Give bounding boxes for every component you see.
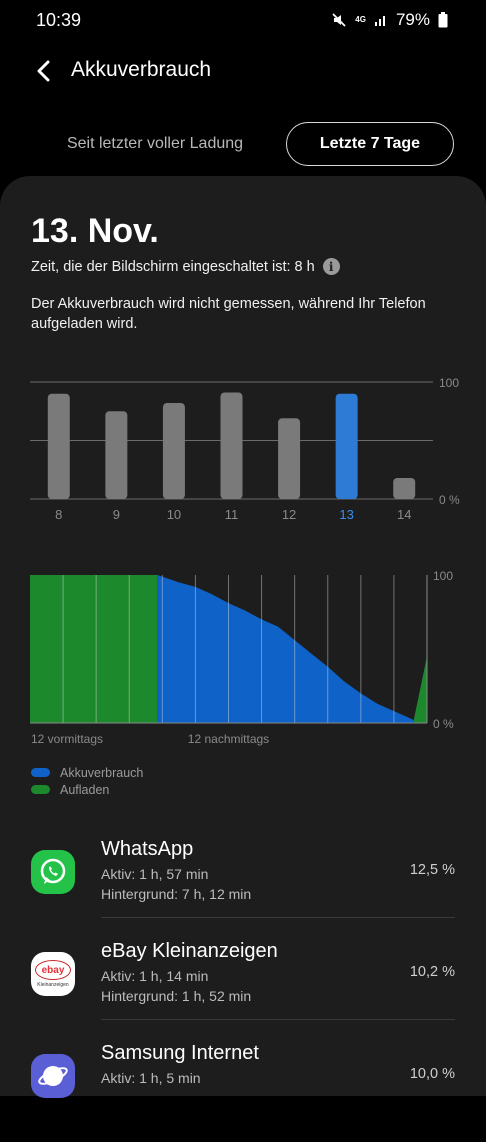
app-row-whatsapp[interactable]: WhatsApp Aktiv: 1 h, 57 min Hintergrund:… xyxy=(0,838,486,938)
page-title: Akkuverbrauch xyxy=(71,58,212,81)
bar-11 xyxy=(220,392,243,499)
app-background-time: Hintergrund: 1 h, 52 min xyxy=(101,988,252,1004)
app-active-time: Aktiv: 1 h, 57 min xyxy=(101,866,209,882)
bar-12 xyxy=(278,418,301,499)
screen-time-text: Zeit, die der Bildschirm eingeschaltet i… xyxy=(31,258,315,275)
ebay-icon-text: ebay xyxy=(41,964,65,976)
app-active-time: Aktiv: 1 h, 14 min xyxy=(101,968,209,984)
whatsapp-icon xyxy=(31,850,75,894)
charging-note: Der Akkuverbrauch wird nicht gemessen, w… xyxy=(31,296,426,332)
x-tick-label: 13 xyxy=(339,507,353,522)
x-tick-label: 14 xyxy=(397,507,411,522)
legend-label-usage: Akkuverbrauch xyxy=(60,765,144,780)
legend-swatch-charging xyxy=(31,785,50,794)
x-tick-label: 11 xyxy=(225,507,239,522)
status-bar: 10:39 4G 79% xyxy=(0,0,486,42)
status-time: 10:39 xyxy=(36,10,82,30)
x-tick-label: 12 vormittags xyxy=(31,732,103,746)
network-type-icon: 4G xyxy=(355,15,366,24)
x-tick-label: 12 nachmittags xyxy=(188,732,269,746)
info-icon[interactable]: i xyxy=(322,258,340,275)
legend-label-charging: Aufladen xyxy=(60,782,110,797)
range-tabs: Seit letzter voller Ladung Letzte 7 Tage xyxy=(0,122,486,168)
daily-battery-chart: 100 0 % 12 vormittags 12 nachmittags xyxy=(30,569,454,746)
weekly-usage-chart: 100 0 % 8 9 10 11 12 13 14 xyxy=(30,376,460,522)
app-row-samsung-internet[interactable]: Samsung Internet Aktiv: 1 h, 5 min 10,0 … xyxy=(0,1042,486,1142)
y-tick-label: 100 xyxy=(439,376,459,390)
battery-icon xyxy=(438,12,448,28)
app-background-time: Hintergrund: 7 h, 12 min xyxy=(101,886,252,902)
app-name: WhatsApp xyxy=(101,838,194,860)
app-bar: Akkuverbrauch xyxy=(0,44,486,100)
app-active-time: Aktiv: 1 h, 5 min xyxy=(101,1070,201,1086)
x-tick-label: 9 xyxy=(113,507,120,522)
mute-icon xyxy=(332,13,346,27)
area-usage xyxy=(157,575,414,723)
area-charging-end xyxy=(413,656,427,723)
list-divider xyxy=(101,1019,455,1020)
signal-icon xyxy=(374,16,385,26)
bar-9 xyxy=(105,411,128,499)
ebay-kleinanzeigen-icon: ebay Kleinanzeigen xyxy=(31,952,75,996)
bar-10 xyxy=(162,403,185,499)
area-charging xyxy=(30,575,158,723)
bar-13 xyxy=(335,393,358,499)
app-usage-percent: 12,5 % xyxy=(409,862,455,878)
app-usage-percent: 10,2 % xyxy=(409,964,455,980)
tab-since-last-charge[interactable]: Seit letzter voller Ladung xyxy=(66,135,244,152)
legend-swatch-usage xyxy=(31,768,50,777)
samsung-internet-icon xyxy=(31,1054,75,1098)
usage-card: 13. Nov. Zeit, die der Bildschirm einges… xyxy=(0,176,486,1098)
y-tick-label: 100 xyxy=(433,569,453,583)
x-tick-label: 10 xyxy=(167,507,181,522)
bar-14 xyxy=(393,477,416,499)
y-tick-label: 0 % xyxy=(433,717,454,731)
selected-date: 13. Nov. xyxy=(31,212,159,250)
app-name: eBay Kleinanzeigen xyxy=(101,940,278,962)
y-tick-label: 0 % xyxy=(439,493,460,507)
x-tick-label: 12 xyxy=(282,507,296,522)
app-name: Samsung Internet xyxy=(101,1042,259,1064)
legend-item-usage: Akkuverbrauch xyxy=(31,764,143,781)
app-usage-percent: 10,0 % xyxy=(409,1066,455,1082)
app-row-ebay-kleinanzeigen[interactable]: ebay Kleinanzeigen eBay Kleinanzeigen Ak… xyxy=(0,940,486,1040)
battery-percent: 79% xyxy=(395,10,430,29)
chart-legend: Akkuverbrauch Aufladen xyxy=(31,764,143,798)
list-divider xyxy=(101,917,455,918)
ebay-icon-subtext: Kleinanzeigen xyxy=(37,982,69,988)
legend-item-charging: Aufladen xyxy=(31,781,143,798)
back-button[interactable] xyxy=(28,56,58,86)
tab-last-7-days[interactable]: Letzte 7 Tage xyxy=(286,122,454,166)
x-tick-label: 8 xyxy=(55,507,62,522)
back-arrow-icon xyxy=(37,60,50,82)
bar-8 xyxy=(47,393,70,499)
